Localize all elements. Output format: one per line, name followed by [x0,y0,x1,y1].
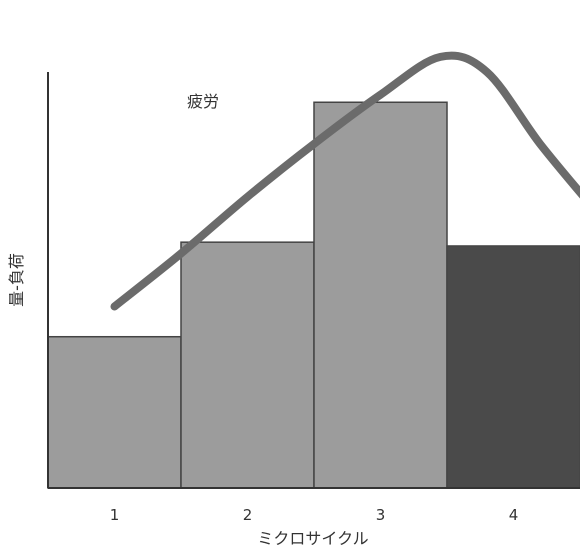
fatigue-curve [110,51,580,311]
bar-2 [180,241,315,489]
bar-3 [313,101,448,489]
y-axis-label: 量-負荷 [7,253,26,307]
bar-1 [47,335,182,489]
x-tick-label-3: 3 [376,506,386,524]
bars-layer [47,101,580,489]
x-ticks-layer: 1 2 3 4 [110,506,519,524]
x-tick-label-1: 1 [110,506,120,524]
x-tick-label-4: 4 [509,506,519,524]
x-tick-label-2: 2 [243,506,253,524]
bar-4 [446,245,580,489]
fatigue-curve-label: 疲労 [187,92,219,111]
x-axis-label: ミクロサイクル [257,529,368,548]
